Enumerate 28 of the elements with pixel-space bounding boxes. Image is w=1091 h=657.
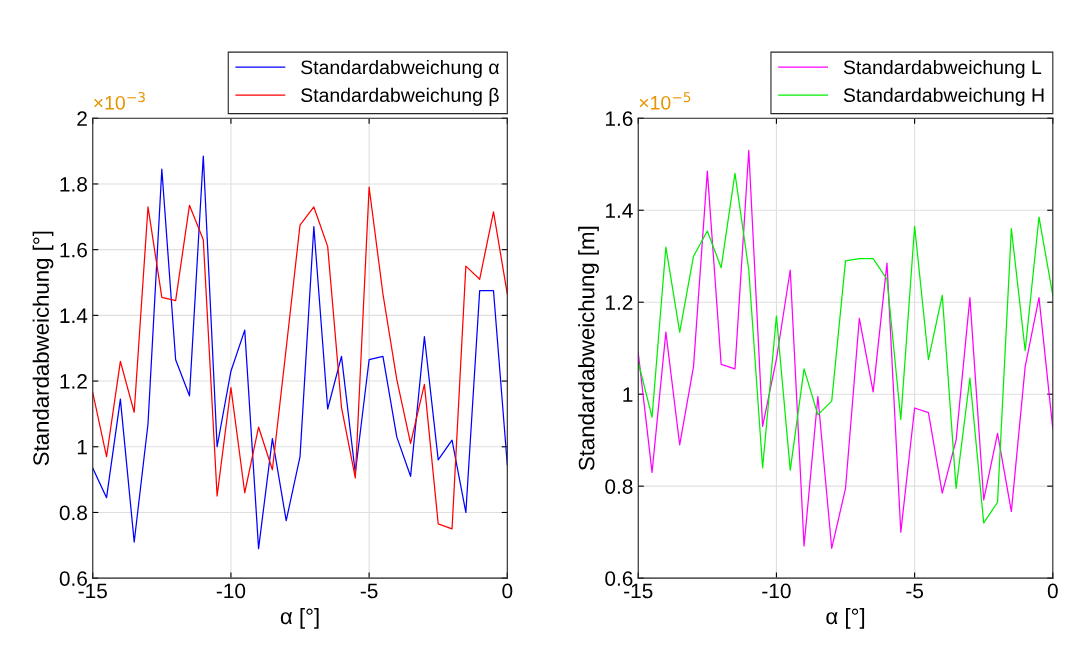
legend-label: Standardabweichung β bbox=[301, 87, 499, 106]
x-tick-label: -10 bbox=[216, 583, 246, 599]
y-tick-label: 2 bbox=[77, 111, 87, 126]
y-tick-label: 1.4 bbox=[60, 308, 88, 323]
y-tick-label: 1.6 bbox=[606, 111, 633, 127]
y-tick-label: 1.8 bbox=[60, 176, 87, 192]
x-tick-label: 0 bbox=[1047, 583, 1058, 599]
y-axis-title: Standardabweichung [m] bbox=[578, 226, 599, 471]
x-tick-label: -5 bbox=[906, 583, 924, 599]
y-tick-label: 0.8 bbox=[605, 479, 633, 494]
y-tick-label: 1.6 bbox=[60, 242, 87, 258]
x-axis-title: α [°] bbox=[826, 608, 865, 629]
y-axis-title: Standardabweichung [°] bbox=[32, 231, 54, 466]
x-tick-label: -5 bbox=[360, 583, 378, 599]
legend-label: Standardabweichung L bbox=[843, 59, 1042, 79]
legend-label: Standardabweichung H bbox=[843, 87, 1044, 106]
y-tick-label: 1 bbox=[623, 387, 633, 402]
y-tick-label: 1.4 bbox=[606, 203, 633, 218]
y-tick-label: 1.2 bbox=[60, 374, 87, 389]
y-tick-label: 1.2 bbox=[606, 295, 633, 310]
text: ×10$^{−5}$ bbox=[639, 92, 691, 110]
y-tick-label: 1 bbox=[77, 439, 87, 455]
x-axis-title: α [°] bbox=[280, 608, 319, 629]
x-tick-label: -10 bbox=[762, 583, 791, 599]
text: ×10$^{−3}$ bbox=[94, 91, 145, 110]
legend-label: Standardabweichung α bbox=[301, 59, 499, 79]
y-tick-label: 0.8 bbox=[59, 505, 87, 521]
x-tick-label: 0 bbox=[502, 583, 513, 599]
